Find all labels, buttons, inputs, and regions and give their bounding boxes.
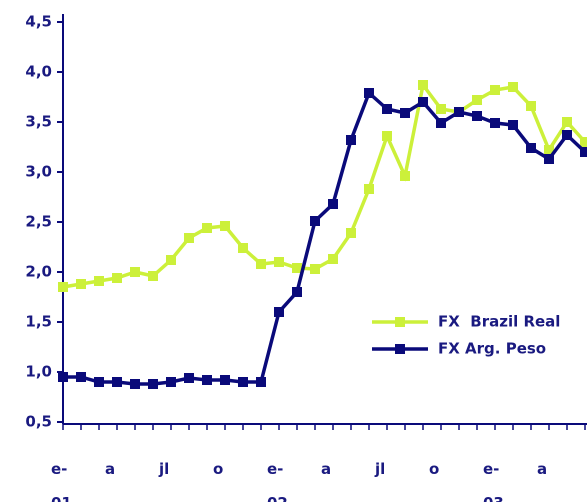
point (562, 130, 572, 140)
y-tick-label: 1,0 (25, 363, 52, 381)
point (418, 80, 428, 90)
point (184, 373, 194, 383)
point (490, 118, 500, 128)
point (310, 264, 320, 274)
point (472, 111, 482, 121)
legend-label: FX Brazil Real (438, 313, 560, 331)
point (130, 267, 140, 277)
x-tick-label: a (321, 460, 332, 478)
point (202, 375, 212, 385)
point (364, 88, 374, 98)
y-tick-label: 0,5 (25, 413, 52, 431)
x-tick-label: jl (159, 460, 170, 478)
y-tick-label: 4,5 (25, 13, 52, 31)
point (562, 117, 572, 127)
series-line (62, 80, 587, 289)
x-tick-label: o (213, 460, 224, 478)
y-tick-label: 4,0 (25, 63, 52, 81)
point (202, 223, 212, 233)
point (382, 104, 392, 114)
point (238, 377, 248, 387)
point (580, 147, 587, 157)
point (346, 135, 356, 145)
point (166, 255, 176, 265)
point (256, 377, 266, 387)
point (526, 101, 536, 111)
point (58, 282, 68, 292)
point (274, 257, 284, 267)
point (274, 307, 284, 317)
point (238, 243, 248, 253)
point (400, 171, 410, 181)
legend-marker (395, 317, 405, 327)
point (76, 279, 86, 289)
point (112, 273, 122, 283)
point (148, 379, 158, 389)
point (76, 372, 86, 382)
point (328, 254, 338, 264)
legend-marker (395, 344, 405, 354)
point (166, 377, 176, 387)
point (130, 379, 140, 389)
point (292, 263, 302, 273)
x-tick-label: a (537, 460, 548, 478)
point (256, 259, 266, 269)
point (94, 377, 104, 387)
point (364, 184, 374, 194)
point (220, 375, 230, 385)
point (184, 233, 194, 243)
point (310, 216, 320, 226)
y-tick-label: 1,5 (25, 313, 52, 331)
point (508, 82, 518, 92)
point (526, 143, 536, 153)
x-tick-label: e- 02 (267, 460, 288, 502)
point (400, 108, 410, 118)
point (490, 85, 500, 95)
point (580, 137, 587, 147)
point (346, 228, 356, 238)
point (508, 120, 518, 130)
point (436, 118, 446, 128)
point (382, 131, 392, 141)
x-tick-label: jl (375, 460, 386, 478)
y-tick-label: 3,5 (25, 113, 52, 131)
x-tick-label: e- 01 (51, 460, 72, 502)
legend-label: FX Arg. Peso (438, 340, 546, 358)
point (112, 377, 122, 387)
point (472, 95, 482, 105)
point (454, 107, 464, 117)
y-tick-label: 2,5 (25, 213, 52, 231)
point (328, 199, 338, 209)
point (58, 372, 68, 382)
point (292, 287, 302, 297)
y-tick-label: 2,0 (25, 263, 52, 281)
x-tick-label: e- 03 (483, 460, 504, 502)
point (94, 276, 104, 286)
y-tick-label: 3,0 (25, 163, 52, 181)
point (544, 154, 554, 164)
point (148, 271, 158, 281)
point (220, 221, 230, 231)
point (544, 145, 554, 155)
point (418, 97, 428, 107)
x-tick-label: o (429, 460, 440, 478)
x-tick-label: a (105, 460, 116, 478)
point (436, 104, 446, 114)
